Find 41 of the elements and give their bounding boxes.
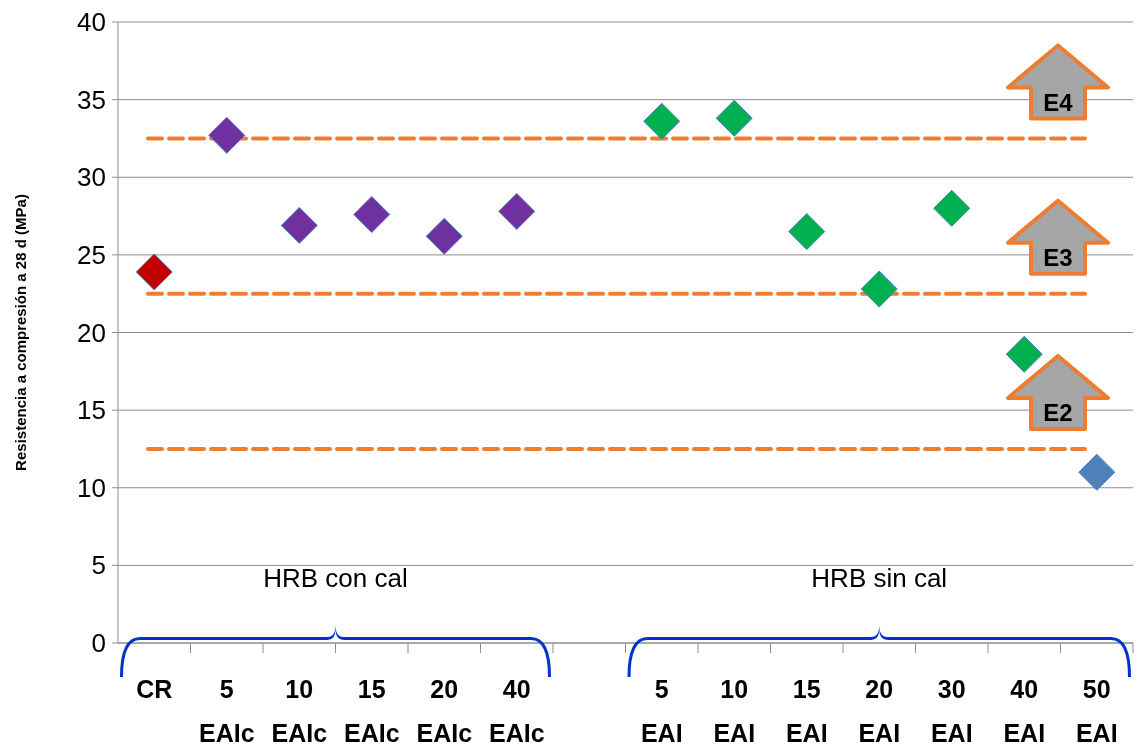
point (135, 253, 173, 291)
y-tick-label: 30 (77, 162, 106, 193)
point (1078, 453, 1116, 491)
x-tick-label: 30 EAI (930, 675, 973, 747)
point (933, 189, 971, 227)
annotation: HRB con cal (263, 563, 408, 593)
x-tick-label: 20 EAIc (416, 675, 473, 747)
point (208, 116, 246, 154)
y-tick-label: 20 (77, 317, 106, 348)
ref-line-label: E4 (1043, 88, 1074, 116)
x-tick-label: 5 EAI (640, 675, 683, 747)
point (788, 213, 826, 251)
x-tick-label: CR (136, 675, 173, 703)
point (860, 270, 898, 308)
x-tick-label: 15 EAIc (343, 675, 400, 747)
point (425, 217, 463, 255)
x-tick-label: 40 EAIc (488, 675, 545, 747)
x-tick-label: 20 EAI (858, 675, 901, 747)
point (715, 99, 753, 137)
y-tick-label: 35 (77, 84, 106, 115)
annotation: HRB sin cal (811, 563, 948, 593)
x-tick-label: 5 EAIc (198, 675, 255, 747)
y-tick-label: 25 (77, 239, 106, 270)
x-tick-label: 50 EAI (1075, 675, 1118, 747)
y-tick-label: 15 (77, 395, 106, 426)
x-tick-label: 15 EAI (785, 675, 828, 747)
ref-line-label: E2 (1043, 399, 1073, 427)
ref-line-label: E3 (1043, 244, 1073, 272)
point (353, 196, 391, 234)
y-axis-title: Resistencia a compresión a 28 d (MPa) (12, 194, 29, 471)
y-tick-label: 5 (91, 550, 106, 581)
x-tick-label: 10 EAIc (271, 675, 328, 747)
x-tick-label: 10 EAI (713, 675, 756, 747)
point (280, 206, 318, 244)
x-tick-label: 40 EAI (1003, 675, 1046, 747)
y-tick-label: 0 (91, 628, 106, 659)
y-tick-label: 10 (77, 472, 106, 503)
point (1005, 335, 1043, 373)
y-tick-label: 40 (77, 7, 106, 38)
point (643, 102, 681, 140)
point (498, 192, 536, 230)
